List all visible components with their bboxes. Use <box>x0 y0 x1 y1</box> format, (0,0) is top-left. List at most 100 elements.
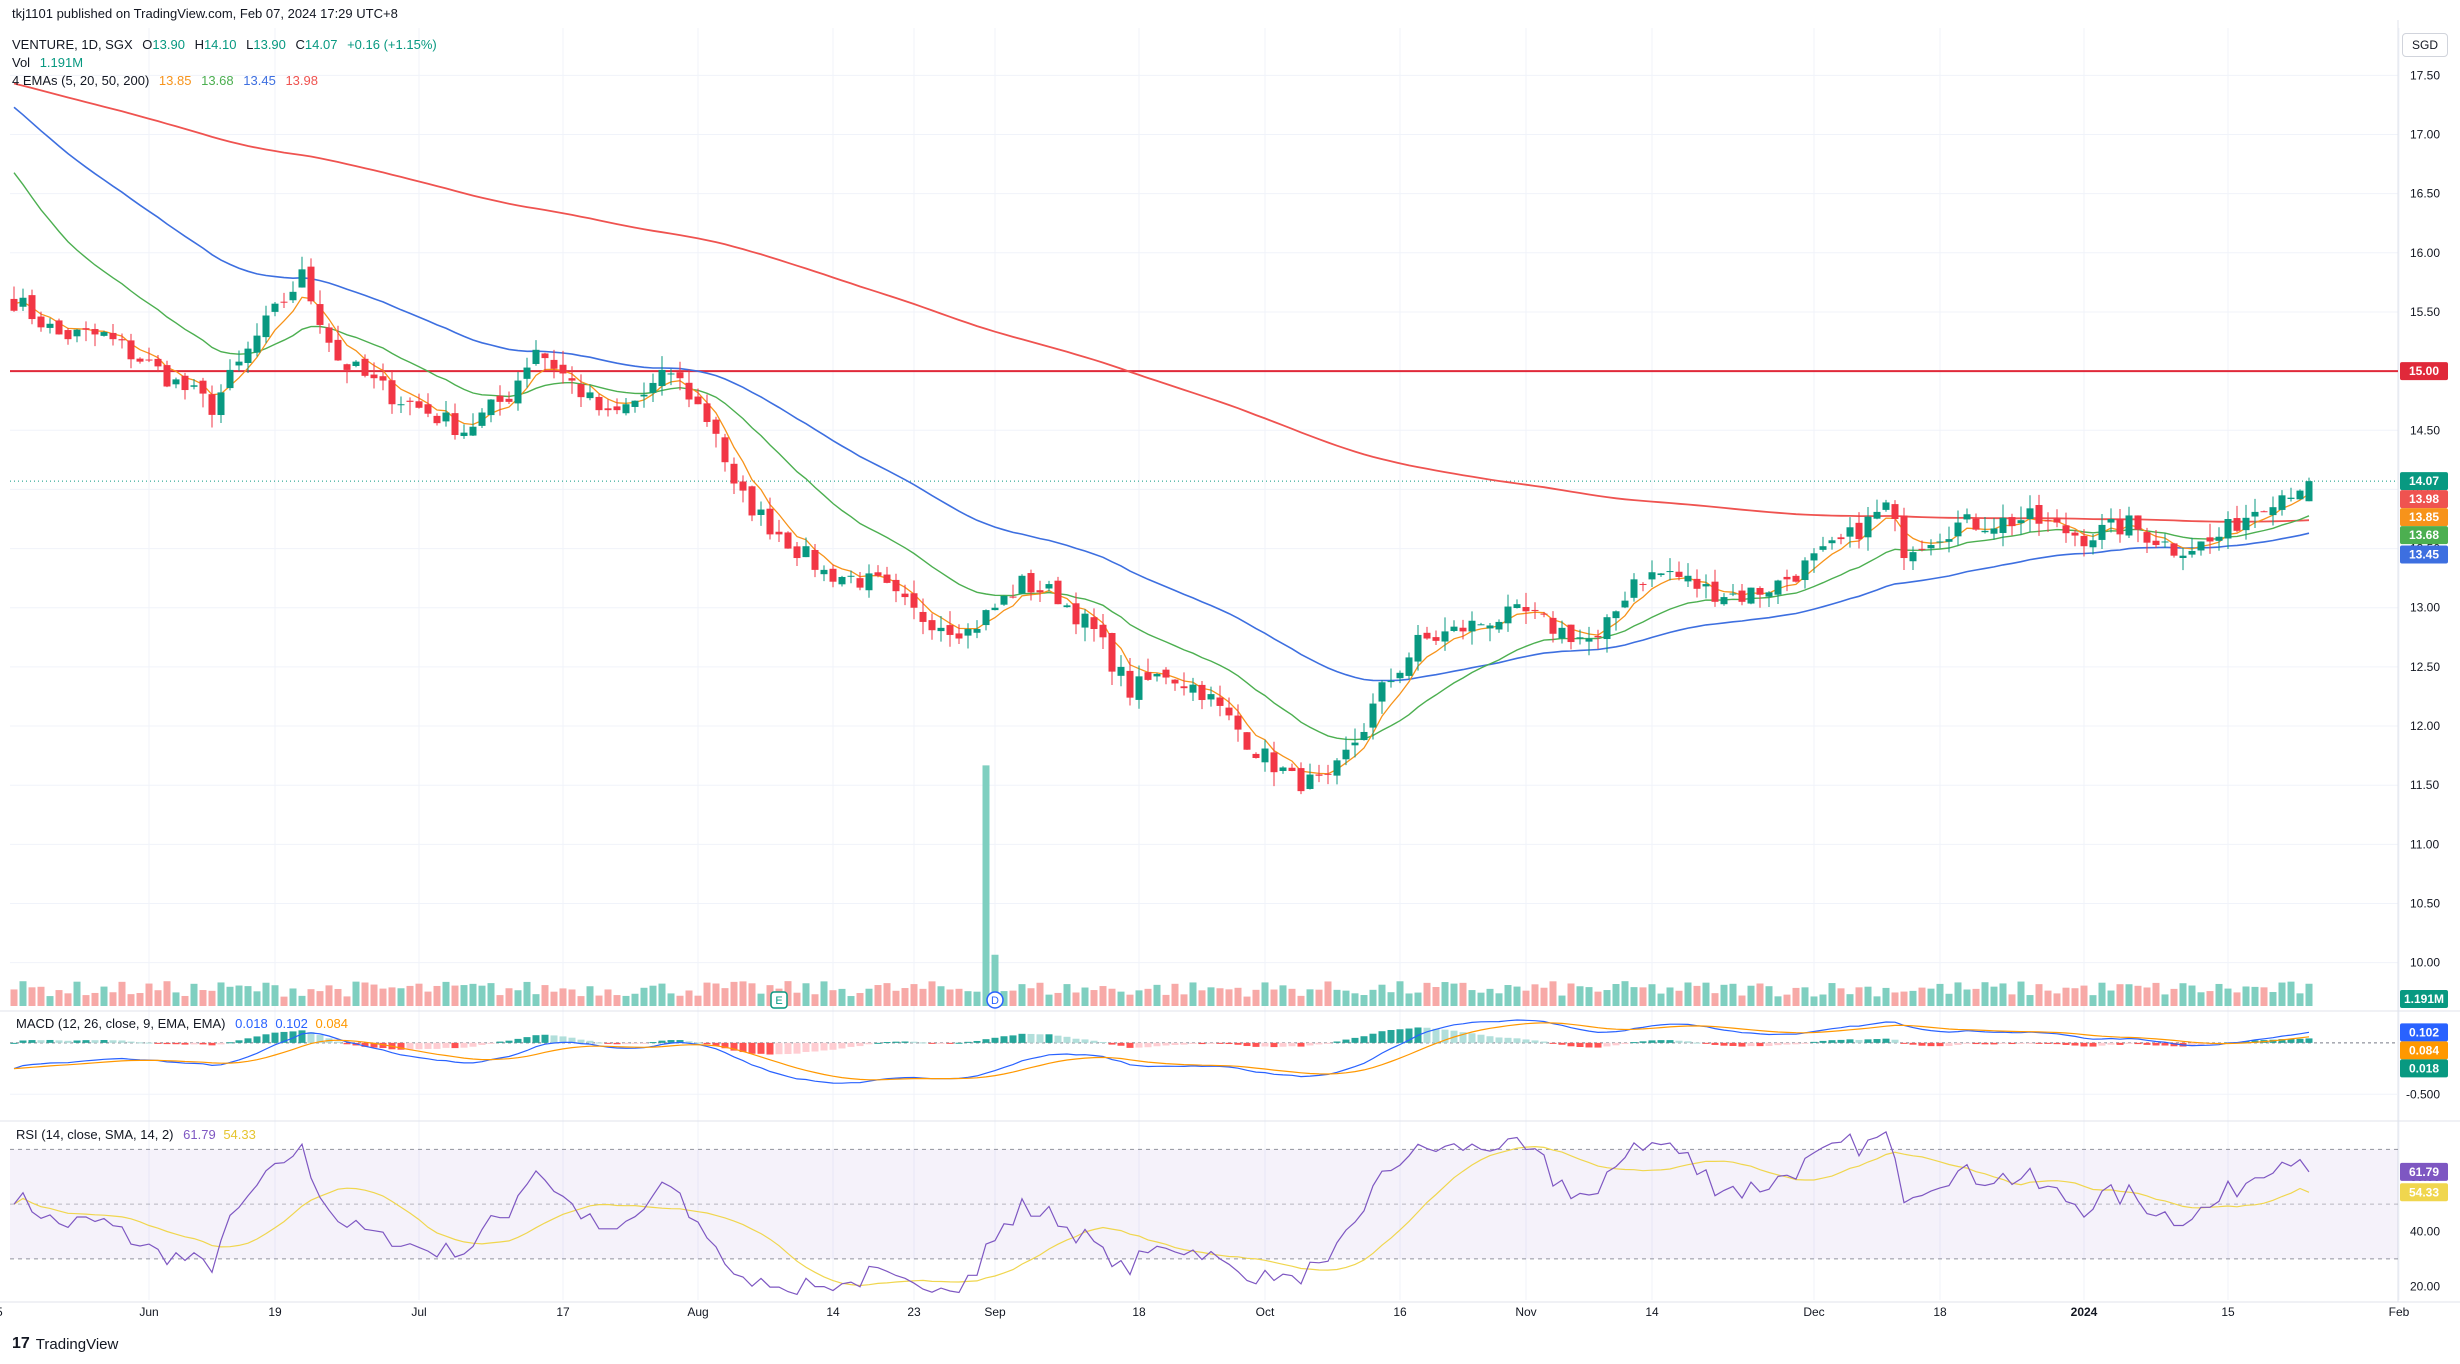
candle-body <box>928 620 936 631</box>
volume-bar <box>1063 984 1071 1006</box>
macd-histogram-bar <box>118 1040 126 1043</box>
volume-bar <box>1225 989 1233 1006</box>
volume-bar <box>541 985 549 1006</box>
currency-button[interactable]: SGD <box>2402 33 2448 57</box>
macd-histogram-bar <box>1675 1040 1683 1043</box>
macd-histogram-bar <box>1027 1033 1035 1043</box>
candle-body <box>1270 752 1278 773</box>
volume-bar <box>1522 990 1530 1006</box>
candle-body <box>2206 537 2214 542</box>
macd-histogram-bar <box>2044 1042 2052 1044</box>
volume-bar <box>1270 989 1278 1006</box>
candle-body <box>2224 519 2232 539</box>
price-tag-box <box>2400 508 2448 527</box>
volume-bar <box>388 987 396 1006</box>
macd-histogram-bar <box>28 1040 36 1043</box>
candle-body <box>2035 505 2043 524</box>
volume-bar <box>1171 983 1179 1006</box>
volume-bar <box>1414 992 1422 1006</box>
rsi-label[interactable]: RSI (14, close, SMA, 14, 2) <box>16 1127 174 1142</box>
candle-body <box>289 291 297 301</box>
volume-bar <box>1738 995 1746 1006</box>
price-tag-text: 14.07 <box>2409 474 2439 488</box>
macd-histogram-bar <box>703 1042 711 1045</box>
candle-body <box>1261 748 1269 763</box>
candle-body <box>1504 606 1512 624</box>
macd-histogram-bar <box>226 1042 234 1044</box>
candle-body <box>1540 613 1548 615</box>
macd-histogram-bar <box>1981 1042 1989 1045</box>
macd-label[interactable]: MACD (12, 26, close, 9, EMA, EMA) <box>16 1016 226 1031</box>
volume-bar <box>1135 990 1143 1006</box>
macd-histogram-bar <box>1765 1042 1773 1046</box>
volume-bar <box>289 988 297 1006</box>
time-tick-label: 18 <box>1933 1305 1947 1319</box>
rsi-ma-line <box>13 1145 2310 1287</box>
volume-bar <box>1477 992 1485 1006</box>
volume-bar <box>379 988 387 1006</box>
ema50-value: 13.45 <box>243 73 276 88</box>
macd-histogram-bar <box>280 1031 288 1043</box>
candle-body <box>1207 694 1215 700</box>
vol-label[interactable]: Vol <box>12 55 31 70</box>
candle-body <box>505 398 513 402</box>
macd-histogram-bar <box>523 1037 531 1043</box>
macd-histogram-bar <box>1144 1042 1152 1048</box>
candle-body <box>37 316 45 328</box>
candle-body <box>388 380 396 405</box>
price-tick-label: 11.00 <box>2410 837 2439 851</box>
volume-bar <box>82 995 90 1006</box>
volume-bar <box>1666 987 1674 1006</box>
macd-histogram-bar <box>64 1040 72 1043</box>
volume-bar <box>1153 984 1161 1006</box>
macd-histogram-bar <box>1963 1042 1971 1044</box>
price-tick-label: 13.00 <box>2410 601 2440 615</box>
macd-histogram-bar <box>1828 1040 1836 1043</box>
candle-body <box>937 627 945 632</box>
candle-body <box>28 295 36 320</box>
symbol-name[interactable]: VENTURE, 1D, SGX <box>12 37 133 52</box>
macd-histogram-bar <box>1927 1042 1935 1047</box>
volume-bar <box>226 986 234 1006</box>
volume-bar <box>1279 985 1287 1006</box>
ema-label[interactable]: 4 EMAs (5, 20, 50, 200) <box>12 73 150 88</box>
volume-bar <box>1783 994 1791 1006</box>
macd-histogram-bar <box>622 1042 630 1045</box>
volume-bar <box>307 989 315 1006</box>
candle-body <box>451 413 459 435</box>
macd-histogram-bar <box>1558 1042 1566 1045</box>
macd-histogram-bar <box>1441 1029 1449 1043</box>
candle-body <box>190 385 198 387</box>
candle-body <box>307 266 315 302</box>
macd-histogram-bar <box>1279 1042 1287 1047</box>
ema-legend: 4 EMAs (5, 20, 50, 200) 13.85 13.68 13.4… <box>12 73 324 88</box>
candle-body <box>379 376 387 381</box>
time-tick-label: Sep <box>984 1305 1006 1319</box>
candle-body <box>415 401 423 408</box>
candle-body <box>352 361 360 366</box>
macd-histogram-bar <box>37 1040 45 1043</box>
macd-histogram-bar <box>1846 1039 1854 1043</box>
volume-bar <box>2179 983 2187 1006</box>
time-tick-label: 23 <box>907 1305 921 1319</box>
macd-histogram-bar <box>1198 1042 1206 1045</box>
candle-body <box>658 369 666 387</box>
macd-histogram-bar <box>685 1041 693 1043</box>
candle-body <box>1081 613 1089 628</box>
tradingview-brand[interactable]: 17 TradingView <box>12 1335 118 1353</box>
candle-body <box>496 395 504 402</box>
macd-histogram-bar <box>487 1042 495 1044</box>
candle-body <box>73 329 81 337</box>
volume-bar <box>442 981 450 1006</box>
macd-histogram-bar <box>2287 1039 2295 1043</box>
volume-bar <box>649 985 657 1006</box>
candle-body <box>253 335 261 353</box>
hist-value: 0.084 <box>315 1016 349 1031</box>
price-tick-label: 10.00 <box>2410 956 2440 970</box>
price-tick-label: 16.50 <box>2410 187 2440 201</box>
volume-bar <box>2143 987 2151 1006</box>
candle-body <box>1198 684 1206 701</box>
volume-bar <box>1342 990 1350 1006</box>
macd-histogram-bar <box>1063 1036 1071 1043</box>
